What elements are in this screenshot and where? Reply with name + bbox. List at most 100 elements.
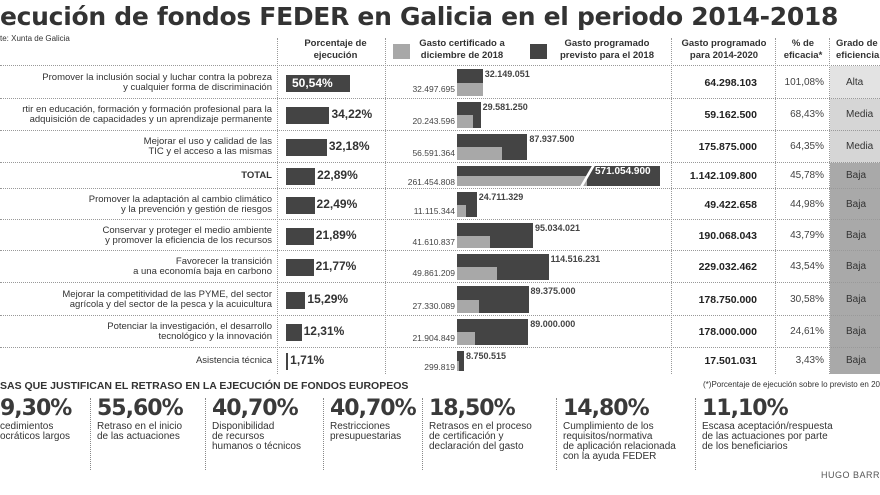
certified-value: 32.497.695: [412, 83, 455, 94]
certified-value: 20.243.596: [412, 116, 455, 126]
column-divider: [385, 38, 386, 374]
cause-description-line: Retraso en el inicio: [97, 421, 183, 432]
row-label-line: Conservar y proteger el medio ambiente: [102, 224, 272, 236]
table-row: Potenciar la investigación, el desarroll…: [0, 315, 880, 348]
cause-description-line: declaración del gasto: [429, 441, 524, 452]
pct-value: 21,89%: [315, 227, 357, 242]
row-label-line: y promover la eficiencia de los recursos: [105, 234, 272, 246]
certified-bar: [457, 267, 497, 280]
efficacy-value: 30,58%: [790, 293, 824, 305]
cause-description-line: ocráticos largos: [0, 431, 71, 442]
cause-description-line: de recursos: [212, 431, 265, 442]
certified-bar: [457, 361, 459, 371]
cause-item: 40,70% Disponibilidad de recursos humanos o…: [212, 396, 301, 452]
header-planned2018: Gasto programado previsto para el 2018: [560, 38, 654, 61]
legend-swatch-certified: [393, 44, 410, 59]
planned-2014-2020-value: 229.032.462: [698, 261, 757, 273]
efficacy-value: 45,78%: [790, 170, 824, 181]
planned-2014-2020-value: 190.068.043: [698, 229, 757, 242]
column-divider: [775, 38, 776, 374]
efficacy-value: 64,35%: [790, 141, 824, 152]
cause-item: 11,10% Escasa aceptación/respuesta de las …: [702, 396, 833, 452]
pct-bar: [286, 227, 314, 245]
cause-percentage: 9,30%: [0, 396, 72, 421]
row-label-line: Promover la inclusión social y luchar co…: [42, 71, 272, 83]
planned-2014-2020-value: 17.501.031: [704, 355, 757, 367]
efficacy-value: 68,43%: [790, 109, 824, 120]
efficiency-grade: Baja: [830, 220, 880, 251]
row-label-line: TIC y el acceso a las mismas: [148, 146, 272, 157]
cause-item: 55,60% Retraso en el inicio de las actuaci…: [97, 396, 184, 442]
cause-item: 18,50% Retrasos en el proceso de certifica…: [429, 396, 532, 452]
row-label: Conservar y proteger el medio ambiente y …: [102, 224, 272, 246]
cause-description-line: de certificación y: [429, 431, 504, 442]
cause-description: Retraso en el inicio de las actuaciones: [97, 422, 183, 442]
efficiency-grade: Media: [830, 131, 880, 163]
planned-2014-2020-value: 178.000.000: [698, 326, 757, 338]
legend-swatch-planned: [530, 44, 547, 59]
certified-bar: [457, 147, 503, 160]
cause-description-line: Escasa aceptación/respuesta: [702, 421, 833, 432]
row-label: TOTAL: [241, 171, 272, 181]
planned-2018-value: 87.937.500: [529, 134, 575, 144]
planned-2014-2020-value: 175.875.000: [698, 141, 757, 153]
cause-description-line: requisitos/normativa: [563, 431, 653, 442]
planned-2018-value: 8.750.515: [466, 351, 507, 361]
cause-divider: [695, 398, 696, 470]
column-divider: [277, 38, 278, 374]
row-label-line: y la prevención y gestión de riesgos: [120, 203, 272, 215]
cause-description-line: de aplicación relacionada: [563, 441, 676, 452]
certified-bar: [457, 204, 466, 217]
row-label-line: Mejorar el uso y calidad de las: [143, 136, 272, 147]
cause-percentage: 14,80%: [563, 396, 650, 421]
cause-description-line: humanos o técnicos: [212, 441, 301, 452]
pct-value: 22,89%: [317, 168, 358, 182]
pct-value: 22,49%: [316, 196, 358, 211]
pct-bar: [286, 168, 316, 185]
table-row: Favorecer la transición a una economía ba…: [0, 250, 880, 283]
column-divider: [829, 38, 830, 374]
certified-bar: [457, 176, 587, 186]
cause-description: Restricciones presupuestarias: [330, 422, 416, 442]
row-label-line: rtir en educación, formación y formación…: [22, 104, 272, 115]
efficiency-grade: Media: [830, 99, 880, 131]
pct-value: 12,31%: [303, 324, 345, 338]
table-row: TOTAL 22,89% 261.454.808 571.054.900 1.142.1…: [0, 162, 880, 189]
efficiency-grade: Baja: [830, 283, 880, 316]
cause-description: Retrasos en el proceso de certificación y…: [429, 422, 532, 452]
efficiency-grade: Baja: [830, 251, 880, 283]
row-label: Mejorar la competitividad de las PYME, d…: [62, 288, 272, 310]
certified-bar: [457, 82, 483, 96]
cause-description-line: de los beneficiarios: [702, 441, 788, 452]
cause-description: Disponibilidad de recursos humanos o técni…: [212, 422, 301, 452]
row-label: Promover la adaptación al cambio climáti…: [89, 194, 272, 215]
cause-description-line: Cumplimiento de los: [563, 421, 654, 432]
planned-2014-2020-value: 1.142.109.800: [689, 170, 757, 182]
pct-value: 32,18%: [328, 139, 370, 153]
efficiency-grade: Baja: [830, 316, 880, 348]
cause-description-line: de las actuaciones: [97, 431, 180, 442]
efficacy-value: 3,43%: [795, 355, 824, 366]
cause-description: Escasa aceptación/respuesta de las actuac…: [702, 422, 833, 452]
certified-value: 21.904.849: [412, 333, 455, 343]
efficiency-grade: Alta: [830, 66, 880, 99]
pct-bar: [286, 324, 302, 341]
section-title: SAS QUE JUSTIFICAN EL RETRASO EN LA EJEC…: [0, 380, 409, 392]
planned-2014-2020-value: 64.298.103: [704, 76, 757, 89]
row-label-line: Mejorar la competitividad de las PYME, d…: [62, 288, 272, 300]
header-pct: Porcentaje de ejecución: [304, 38, 367, 61]
certified-bar: [457, 299, 479, 313]
table-row: Mejorar el uso y calidad de las TIC y el …: [0, 130, 880, 163]
cause-description-line: Disponibilidad: [212, 421, 275, 432]
cause-divider: [90, 398, 91, 470]
source-note: te: Xunta de Galicia: [0, 34, 70, 43]
row-label: rtir en educación, formación y formación…: [22, 105, 272, 125]
table-row: Promover la adaptación al cambio climáti…: [0, 188, 880, 220]
cause-description-line: Restricciones: [330, 421, 391, 432]
row-label-line: agrícola y del sector de la pesca y la a…: [69, 298, 272, 310]
cause-percentage: 18,50%: [429, 396, 516, 421]
cause-description-line: presupuestarias: [330, 431, 402, 442]
table-row: rtir en educación, formación y formación…: [0, 98, 880, 131]
certified-bar: [457, 115, 474, 128]
cause-percentage: 55,60%: [97, 396, 184, 421]
